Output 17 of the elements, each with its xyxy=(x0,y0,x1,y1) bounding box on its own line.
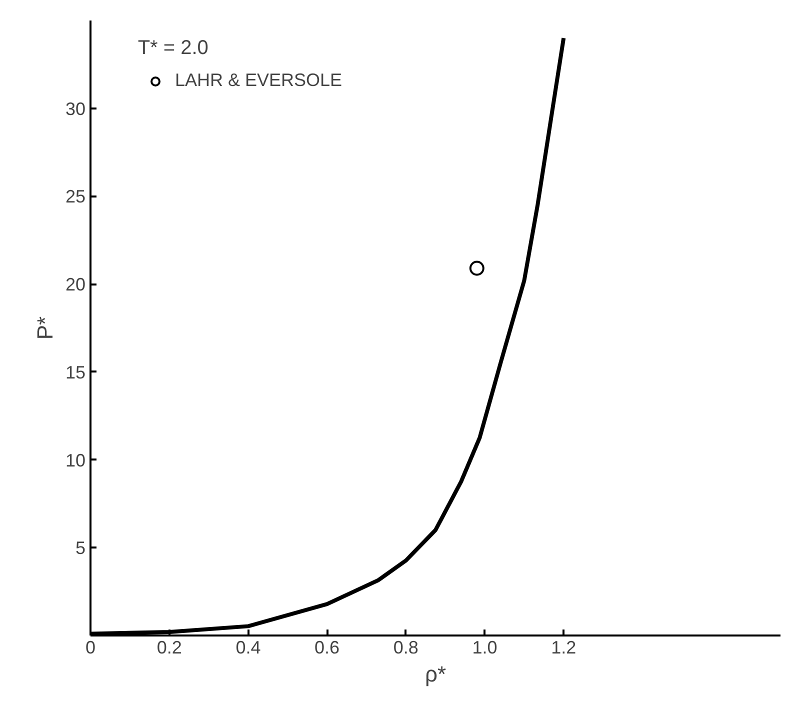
annotation: T* = 2.0 xyxy=(138,37,208,60)
y-axis-title: P* xyxy=(32,316,58,340)
y-tick-label: 10 xyxy=(65,450,86,470)
x-tick-label: 0 xyxy=(85,638,96,658)
x-tick-label: 1.2 xyxy=(551,638,576,658)
x-tick-label: 0.2 xyxy=(156,638,182,658)
y-tick-label: 20 xyxy=(65,274,86,295)
y-tick-label: 30 xyxy=(65,98,86,119)
x-tick-label: 1.0 xyxy=(472,638,498,658)
y-tick-label: 25 xyxy=(65,186,86,207)
legend-label: LAHR & EVERSOLE xyxy=(175,70,342,91)
y-tick-label: 5 xyxy=(75,538,86,558)
x-tick-label: 0.8 xyxy=(393,638,418,658)
x-tick-label: 0.6 xyxy=(314,638,340,658)
x-tick-label: 0.4 xyxy=(236,638,261,658)
y-tick-label: 15 xyxy=(65,362,86,382)
x-axis-title: ρ* xyxy=(424,662,446,686)
